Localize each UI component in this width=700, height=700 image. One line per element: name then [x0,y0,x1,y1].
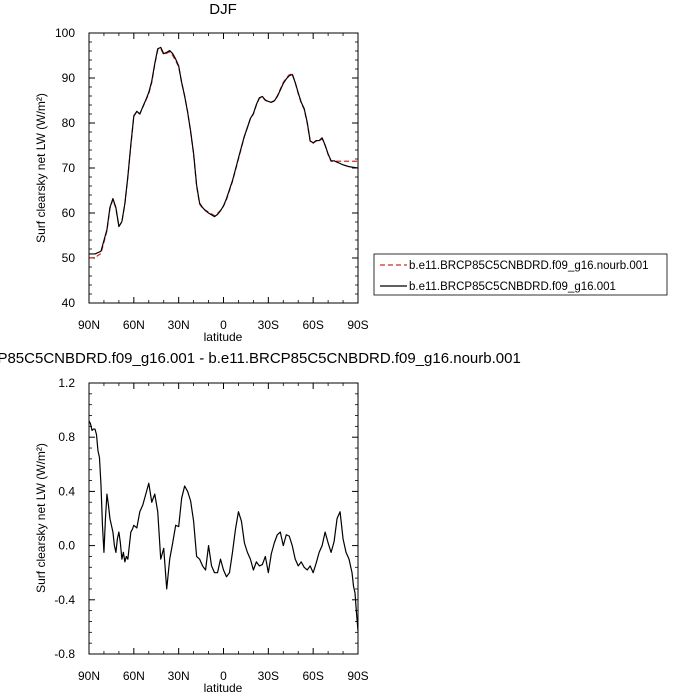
top-y-tick-label: 80 [62,116,76,130]
bottom-x-tick-label: 30N [168,669,190,683]
top-x-tick-label: 90S [347,318,368,332]
top-y-tick-label: 50 [62,251,76,265]
top-y-axis-label: Surf clearsky net LW (W/m²) [34,93,48,243]
top-x-axis-label: latitude [204,330,243,344]
top-x-tick-label: 90N [78,318,100,332]
bottom-y-axis-label: Surf clearsky net LW (W/m²) [34,443,48,593]
bottom-y-tick-label: -0.8 [54,647,75,661]
top-x-tick-label: 0 [220,318,227,332]
bottom-x-tick-label: 0 [220,669,227,683]
top-series-line-0 [88,48,358,259]
legend-box [373,253,668,296]
top-x-tick-label: 30S [258,318,279,332]
bottom-x-tick-label: 60N [123,669,145,683]
legend: b.e11.BRCP85C5CNBDRD.f09_g16.nourb.001 b… [373,253,668,296]
top-y-tick-label: 40 [62,296,76,310]
top-panel: DJF 40 50 60 70 80 90 100 90N 60N 30N 0 30S 60S 90S l… [34,1,369,344]
bottom-x-tick-label: 90N [78,669,100,683]
top-x-tick-label: 60S [302,318,323,332]
bottom-title: b.e11.BRCP85C5CNBDRD.f09_g16.001 - b.e11… [0,350,521,367]
bottom-y-tick-label: -0.4 [54,593,75,607]
bottom-plot-frame [88,382,359,655]
bottom-series-line-0 [88,420,359,632]
legend-label-control: b.e11.BRCP85C5CNBDRD.f09_g16.001 [409,281,616,293]
legend-label-nourb: b.e11.BRCP85C5CNBDRD.f09_g16.nourb.001 [409,260,649,272]
top-title: DJF [209,1,237,18]
bottom-y-tick-label: 0.4 [58,484,75,498]
top-series-line-1 [89,46,359,255]
bottom-y-tick-label: 0.0 [58,539,75,553]
bottom-y-tick-label: 0.8 [58,430,75,444]
bottom-x-tick-label: 90S [347,669,368,683]
bottom-x-tick-label: 60S [302,669,323,683]
top-x-tick-label: 30N [168,318,190,332]
top-y-tick-label: 90 [62,71,76,85]
top-y-tick-label: 70 [62,161,76,175]
bottom-y-tick-label: 1.2 [58,376,75,390]
bottom-x-tick-label: 30S [258,669,279,683]
top-plot-frame [88,32,359,304]
top-x-tick-label: 60N [123,318,145,332]
bottom-panel: b.e11.BRCP85C5CNBDRD.f09_g16.001 - b.e11… [0,350,521,695]
top-y-tick-label: 100 [55,26,75,40]
bottom-x-axis-label: latitude [204,681,243,695]
top-y-tick-label: 60 [62,206,76,220]
